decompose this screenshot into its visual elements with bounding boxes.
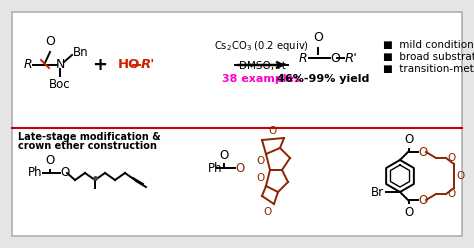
Text: O: O — [418, 193, 427, 207]
Text: Ph: Ph — [27, 166, 42, 180]
Text: ■  mild conditions: ■ mild conditions — [383, 40, 474, 50]
Text: O: O — [404, 133, 414, 146]
Text: O: O — [60, 166, 69, 180]
Text: Ph: Ph — [208, 161, 222, 175]
Text: O: O — [235, 161, 244, 175]
Text: R: R — [24, 59, 32, 71]
Text: R': R' — [345, 52, 358, 64]
Text: N: N — [55, 59, 64, 71]
Text: Bn: Bn — [73, 47, 89, 60]
Text: $\mathregular{Cs_2CO_3}$ (0.2 equiv): $\mathregular{Cs_2CO_3}$ (0.2 equiv) — [214, 39, 310, 53]
Text: O: O — [269, 126, 277, 136]
Text: O: O — [418, 146, 427, 158]
Text: O: O — [45, 35, 55, 48]
Text: 46%-99% yield: 46%-99% yield — [277, 74, 369, 84]
Text: O: O — [46, 154, 55, 167]
Text: O: O — [257, 156, 265, 166]
Text: O: O — [330, 52, 340, 64]
Text: ■  transition-metal-free: ■ transition-metal-free — [383, 64, 474, 74]
Text: R': R' — [141, 59, 155, 71]
Text: O: O — [404, 206, 414, 219]
Text: R: R — [299, 52, 307, 64]
Text: HO: HO — [118, 59, 140, 71]
Text: crown ether construction: crown ether construction — [18, 141, 157, 151]
Text: O: O — [219, 149, 228, 162]
Text: O: O — [313, 31, 323, 44]
Text: O: O — [257, 173, 265, 183]
Text: DMSO, rt: DMSO, rt — [238, 61, 285, 71]
Text: Boc: Boc — [49, 78, 71, 91]
Text: 38 examples: 38 examples — [222, 74, 301, 84]
Text: +: + — [92, 56, 108, 74]
Text: Late-stage modification &: Late-stage modification & — [18, 132, 161, 142]
Text: O: O — [447, 189, 455, 199]
Text: O: O — [264, 207, 272, 217]
Text: ■  broad substrate scope: ■ broad substrate scope — [383, 52, 474, 62]
Text: O: O — [447, 153, 455, 163]
Text: O: O — [456, 171, 464, 181]
Text: Br: Br — [371, 186, 384, 198]
